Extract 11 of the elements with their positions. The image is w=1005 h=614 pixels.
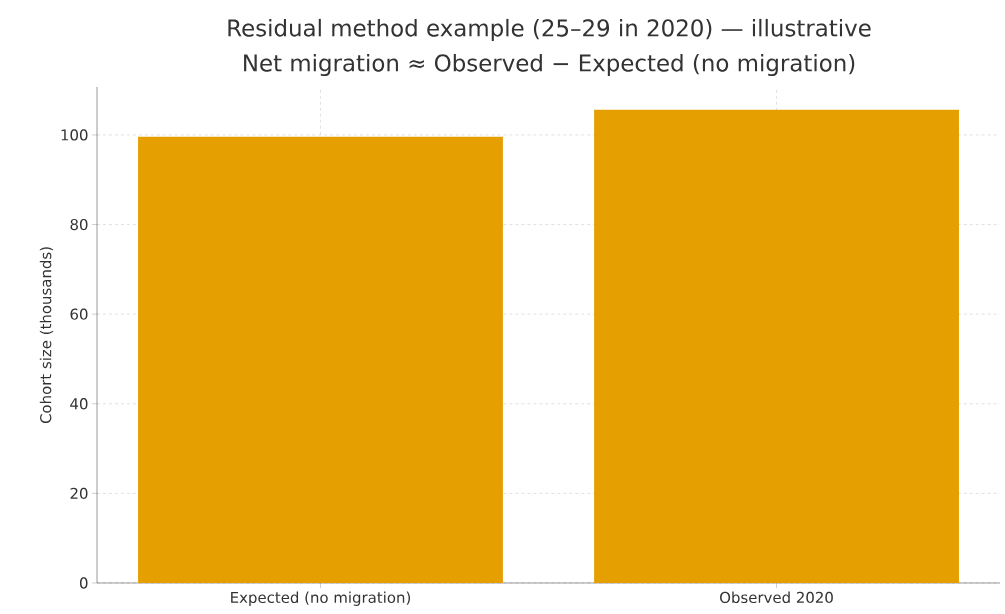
- y-tick-label: 40: [70, 398, 88, 410]
- y-tick-label: 80: [70, 218, 88, 231]
- chart-title: Residual method example (25–29 in 2020) — illustrative: [228, 18, 871, 42]
- x-tick-label: Observed 2020: [720, 591, 833, 604]
- y-tick-label: 60: [70, 308, 88, 320]
- y-tick-label: 20: [70, 487, 88, 500]
- y-tick-label: 0: [79, 577, 88, 589]
- x-tick-label: Expected (no migration): [231, 591, 411, 606]
- y-axis-title: Cohort size (thousands): [39, 247, 54, 424]
- chart-subtitle: Net migration ≈ Observed − Expected (no migration): [244, 53, 855, 77]
- y-tick-label: 100: [61, 129, 88, 141]
